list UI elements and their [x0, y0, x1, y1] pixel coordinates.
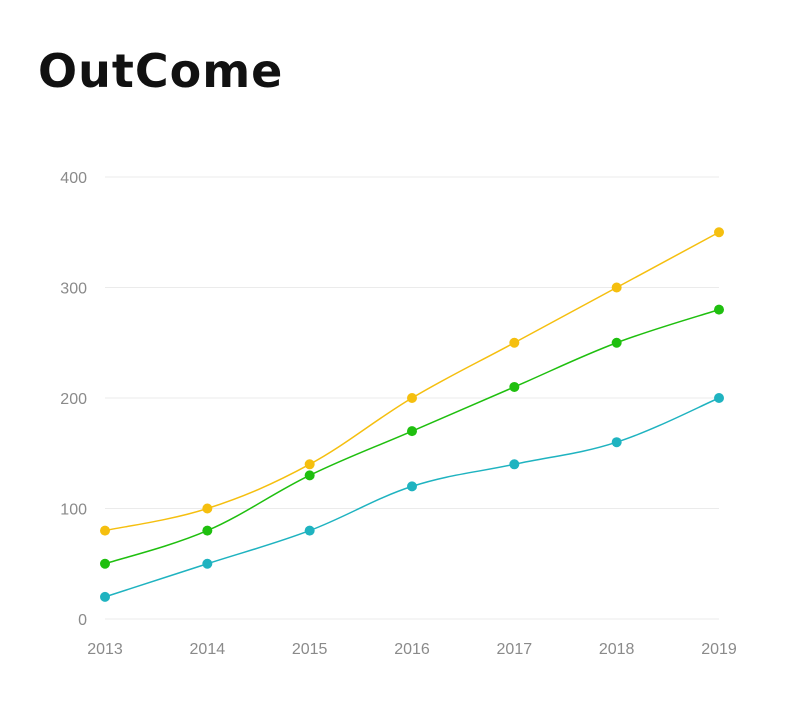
data-point-s3-2013[interactable]	[100, 591, 110, 602]
data-point-s2-2014[interactable]	[202, 525, 213, 536]
y-tick-label: 200	[60, 391, 87, 408]
data-point-s2-2015[interactable]	[304, 470, 315, 481]
x-tick-label: 2017	[497, 641, 533, 658]
series-points	[100, 227, 724, 602]
data-point-s3-2017[interactable]	[509, 459, 520, 470]
data-point-s1-2015[interactable]	[304, 459, 315, 470]
y-tick-label: 300	[60, 281, 87, 298]
x-tick-label: 2016	[394, 641, 430, 658]
data-point-s1-2017[interactable]	[509, 337, 520, 348]
data-point-s2-2019[interactable]	[714, 304, 724, 315]
y-tick-label: 100	[60, 502, 87, 519]
y-tick-label: 400	[60, 170, 87, 187]
x-axis-ticks: 2013 2014 2015 2016 2017 2018 2019	[87, 641, 737, 658]
x-tick-label: 2015	[292, 641, 328, 658]
data-point-s3-2018[interactable]	[611, 437, 622, 448]
data-point-s2-2018[interactable]	[611, 337, 622, 348]
y-axis-ticks: 0 100 200 300 400	[60, 170, 87, 629]
data-point-s1-2013[interactable]	[100, 525, 110, 536]
data-point-s1-2016[interactable]	[407, 393, 417, 403]
data-point-s2-2016[interactable]	[407, 426, 417, 437]
x-tick-label: 2014	[190, 641, 226, 658]
x-tick-label: 2019	[701, 641, 737, 658]
x-tick-label: 2018	[599, 641, 635, 658]
data-point-s1-2018[interactable]	[611, 282, 622, 293]
data-point-s3-2015[interactable]	[304, 525, 315, 536]
data-point-s2-2013[interactable]	[100, 558, 110, 569]
chart-title: OutCome	[38, 44, 284, 98]
series-lines	[104, 231, 720, 598]
data-point-s1-2014[interactable]	[202, 503, 213, 514]
data-point-s3-2016[interactable]	[407, 481, 417, 492]
x-tick-label: 2013	[87, 641, 123, 658]
y-tick-label: 0	[78, 612, 87, 629]
data-point-s1-2019[interactable]	[714, 227, 724, 238]
series-line-2	[104, 308, 720, 565]
data-point-s3-2014[interactable]	[202, 558, 213, 569]
data-point-s2-2017[interactable]	[509, 381, 520, 392]
data-point-s3-2019[interactable]	[714, 393, 724, 403]
